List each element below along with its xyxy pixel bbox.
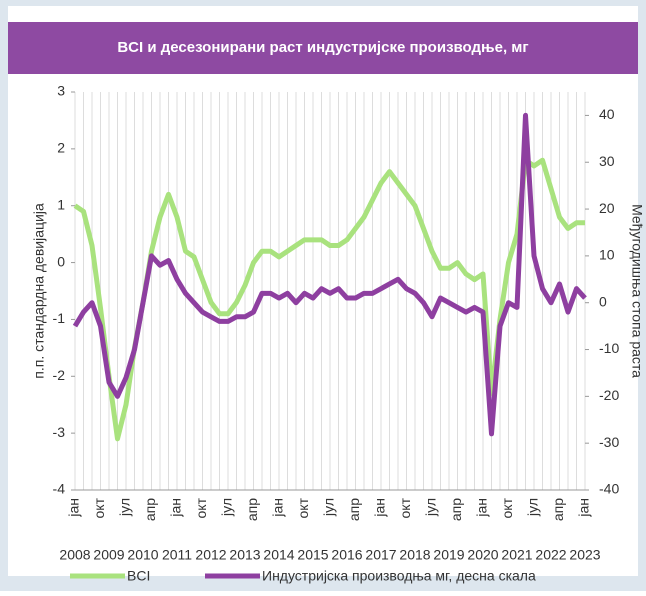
y-tick-label: 2 — [57, 140, 65, 156]
legend-label: Индустријска производња мг, десна скала — [262, 568, 536, 584]
x-tick-label: окт — [193, 497, 209, 518]
year-label: 2009 — [93, 547, 124, 563]
y2-tick-label: 30 — [599, 153, 615, 169]
year-label: 2021 — [501, 547, 532, 563]
y2-tick-label: -40 — [599, 481, 619, 497]
year-label: 2020 — [467, 547, 498, 563]
x-tick-label: окт — [397, 497, 413, 518]
year-label: 2008 — [59, 547, 90, 563]
y2-tick-label: 40 — [599, 106, 615, 122]
year-label: 2015 — [297, 547, 328, 563]
y-tick-label: 1 — [57, 196, 65, 212]
y2-tick-label: -30 — [599, 434, 619, 450]
x-tick-label: апр — [142, 498, 158, 521]
y-axis-label: п.п. стандардна девијација — [31, 203, 47, 379]
year-label: 2016 — [331, 547, 362, 563]
x-tick-label: окт — [91, 497, 107, 518]
y2-tick-label: 0 — [599, 293, 607, 309]
y2-tick-label: 20 — [599, 200, 615, 216]
y-tick-label: -3 — [53, 424, 66, 440]
x-tick-label: јан — [168, 498, 184, 518]
year-label: 2023 — [569, 547, 600, 563]
x-tick-label: јан — [576, 498, 592, 518]
y-tick-label: 3 — [57, 83, 65, 99]
title-band — [8, 22, 638, 74]
year-label: 2022 — [535, 547, 566, 563]
year-label: 2018 — [399, 547, 430, 563]
x-tick-label: јул — [321, 498, 337, 517]
x-tick-label: апр — [448, 498, 464, 521]
x-tick-label: јул — [423, 498, 439, 517]
year-label: 2017 — [365, 547, 396, 563]
x-tick-label: окт — [295, 497, 311, 518]
y-tick-label: -4 — [53, 481, 66, 497]
year-label: 2014 — [263, 547, 294, 563]
x-tick-label: апр — [346, 498, 362, 521]
x-tick-label: апр — [244, 498, 260, 521]
y-tick-label: -1 — [53, 310, 66, 326]
y-tick-label: 0 — [57, 253, 65, 269]
chart-title: BCI и десезонирани раст индустријске про… — [117, 39, 528, 56]
year-label: 2013 — [229, 547, 260, 563]
x-tick-label: јул — [525, 498, 541, 517]
x-tick-label: окт — [499, 497, 515, 518]
x-tick-label: јан — [474, 498, 490, 518]
x-tick-label: јан — [270, 498, 286, 518]
x-tick-label: јан — [372, 498, 388, 518]
y2-tick-label: 10 — [599, 247, 615, 263]
x-tick-label: јул — [117, 498, 133, 517]
year-label: 2012 — [195, 547, 226, 563]
series-line — [72, 112, 587, 437]
y-tick-label: -2 — [53, 367, 66, 383]
x-tick-label: апр — [550, 498, 566, 521]
legend-label: BCI — [127, 568, 150, 584]
y2-tick-label: -20 — [599, 387, 619, 403]
x-tick-label: јан — [66, 498, 82, 518]
year-label: 2019 — [433, 547, 464, 563]
year-label: 2010 — [127, 547, 158, 563]
x-tick-label: јул — [219, 498, 235, 517]
y2-axis-label: Међугодишња стопа раста — [629, 204, 645, 378]
year-label: 2011 — [162, 547, 192, 563]
y2-tick-label: -10 — [599, 340, 619, 356]
